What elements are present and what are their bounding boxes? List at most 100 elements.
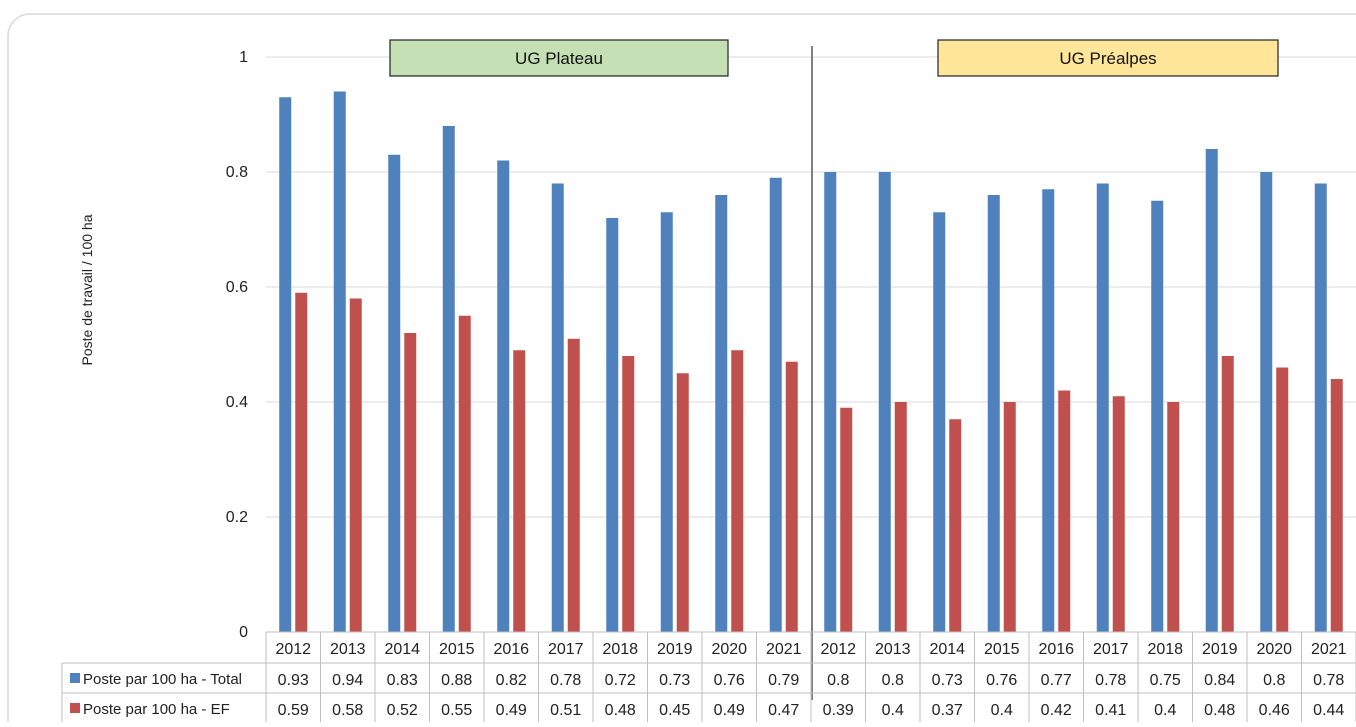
bar-ef [785,361,798,632]
bar-ef [1112,396,1125,632]
data-label: 0.76 [714,672,745,689]
bar-ef [622,356,635,632]
data-label: 0.4 [991,702,1013,719]
y-tick-label: 0.8 [226,164,248,181]
x-tick-label: 2014 [384,641,420,658]
y-tick-label: 0.4 [226,394,248,411]
group-labels: UG Plateau UG Préalpes [389,39,1279,700]
data-label: 0.37 [932,702,963,719]
x-tick-label: 2021 [766,641,802,658]
data-label: 0.8 [882,672,904,689]
bar-total [442,126,455,632]
bar-total [497,160,510,632]
bar-total [824,172,837,632]
bar-total [606,218,619,632]
y-tick-label: 1 [239,49,248,66]
bar-ef [949,419,962,632]
data-label: 0.8 [1263,672,1285,689]
data-label: 0.93 [278,672,309,689]
y-tick-label: 0.2 [226,509,248,526]
y-axis-ticks: 0 0.2 0.4 0.6 0.8 1 [226,49,248,641]
data-label: 0.49 [496,702,527,719]
x-tick-label: 2012 [275,641,311,658]
bar-total [333,91,346,632]
data-label: 0.72 [605,672,636,689]
bar-ef [404,333,417,632]
bar-total [1151,200,1164,632]
data-label: 0.84 [1204,672,1235,689]
x-tick-label: 2019 [657,641,693,658]
bar-total [551,183,564,632]
data-label: 0.45 [659,702,690,719]
bar-total [660,212,673,632]
data-label: 0.44 [1313,702,1344,719]
data-label: 0.73 [659,672,690,689]
x-tick-label: 2020 [1256,641,1292,658]
data-label: 0.76 [986,672,1017,689]
legend-entry: Poste par 100 ha - EF [83,701,230,718]
data-label: 0.4 [882,702,904,719]
data-label: 0.4 [1154,702,1176,719]
data-label: 0.49 [714,702,745,719]
x-tick-label: 2017 [548,641,584,658]
bar-ef [840,407,853,632]
data-label: 0.8 [827,672,849,689]
data-label: 0.82 [496,672,527,689]
bar-ef [731,350,744,632]
group-label-box [389,39,729,77]
data-label: 0.73 [932,672,963,689]
bar-total [878,172,891,632]
x-tick-label: 2020 [711,641,747,658]
x-tick-label: 2014 [929,641,965,658]
data-label: 0.47 [768,702,799,719]
bar-ef [1330,379,1343,632]
data-label: 0.41 [1095,702,1126,719]
data-label: 0.48 [605,702,636,719]
bar-ef [1276,367,1289,632]
data-label: 0.42 [1041,702,1072,719]
bar-ef [894,402,907,632]
data-label: 0.46 [1259,702,1290,719]
x-tick-label: 2012 [820,641,856,658]
data-label: 0.78 [1313,672,1344,689]
bar-ef [1221,356,1234,632]
bar-total [1096,183,1109,632]
data-label: 0.59 [278,702,309,719]
data-label: 0.94 [332,672,363,689]
x-tick-label: 2016 [1038,641,1074,658]
bar-total [1042,189,1055,632]
x-tick-label: 2018 [1147,641,1183,658]
x-tick-label: 2017 [1093,641,1129,658]
data-label: 0.58 [332,702,363,719]
x-tick-label: 2018 [602,641,638,658]
data-label: 0.77 [1041,672,1072,689]
x-tick-label: 2013 [330,641,366,658]
data-label: 0.78 [550,672,581,689]
y-tick-label: 0.6 [226,279,248,296]
bar-total [987,195,1000,632]
bar-ef [349,298,362,632]
data-label: 0.79 [768,672,799,689]
bar-ef [567,338,580,632]
data-label: 0.75 [1150,672,1181,689]
group-label: UG Plateau [515,49,603,68]
y-tick-label: 0 [239,624,248,641]
x-tick-label: 2021 [1311,641,1347,658]
group-label-box [937,39,1279,77]
group-label: UG Préalpes [1059,49,1156,68]
x-tick-label: 2013 [875,641,911,658]
bar-ef [1058,390,1071,632]
x-tick-label: 2015 [439,641,475,658]
bar-ef [1167,402,1180,632]
legend-swatch [70,703,80,713]
bar-total [388,154,401,632]
bar-total [769,177,782,632]
bar-total [715,195,728,632]
bars [279,91,1343,632]
x-tick-label: 2019 [1202,641,1238,658]
data-label: 0.48 [1204,702,1235,719]
bar-total [933,212,946,632]
bar-ef [676,373,689,632]
bar-ef [458,315,471,632]
